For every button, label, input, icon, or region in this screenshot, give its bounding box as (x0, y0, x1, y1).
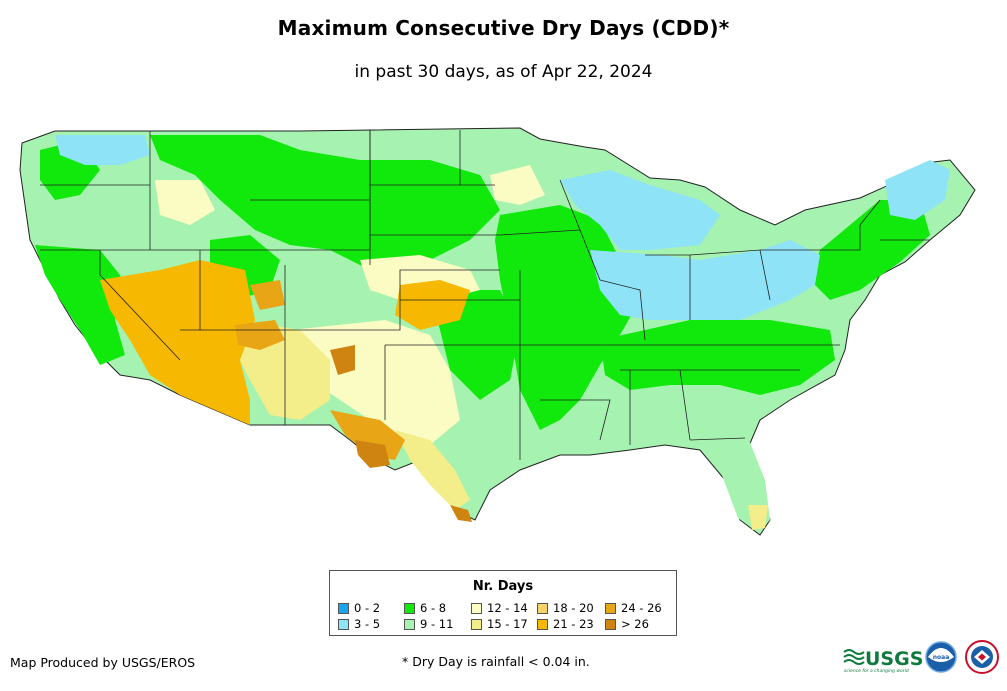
usgs-logo-text: USGS (865, 648, 923, 670)
legend-item-0-2: 0 - 2 (338, 601, 380, 615)
legend-swatch (537, 603, 548, 614)
legend-label: 21 - 23 (553, 617, 594, 631)
legend-title: Nr. Days (472, 579, 534, 594)
legend-label: 18 - 20 (553, 601, 594, 615)
noaa-logo: noaa (925, 641, 957, 673)
legend-swatch (404, 603, 415, 614)
legend-label: 0 - 2 (354, 601, 381, 615)
legend-item-9-11: 9 - 11 (404, 617, 453, 631)
legend-swatch (338, 619, 349, 630)
legend-label: 12 - 14 (487, 601, 528, 615)
legend-swatch (404, 619, 415, 630)
legend-item-15-17: 15 - 17 (471, 617, 528, 631)
legend-swatch (471, 619, 482, 630)
legend-label: 3 - 5 (354, 617, 381, 631)
legend-item-gt-26: > 26 (605, 617, 649, 631)
state-boundaries (40, 130, 930, 460)
footnote: * Dry Day is rainfall < 0.04 in. (402, 654, 590, 669)
legend-item-6-8: 6 - 8 (404, 601, 446, 615)
nws-logo (965, 640, 999, 674)
legend-label: 9 - 11 (420, 617, 454, 631)
legend-label: 15 - 17 (487, 617, 528, 631)
legend-item-18-20: 18 - 20 (537, 601, 594, 615)
legend-label: > 26 (621, 617, 649, 631)
legend-item-21-23: 21 - 23 (537, 617, 594, 631)
legend: Nr. Days 0 - 2 3 - 5 6 - 8 9 - 11 12 - 1… (329, 570, 677, 636)
legend-swatch (605, 619, 616, 630)
legend-swatch (338, 603, 349, 614)
us-cdd-map (19, 127, 976, 536)
legend-item-24-26: 24 - 26 (605, 601, 662, 615)
credit-text: Map Produced by USGS/EROS (10, 655, 196, 670)
usgs-logo: USGS science for a changing world (843, 648, 923, 674)
legend-label: 6 - 8 (420, 601, 447, 615)
legend-label: 24 - 26 (621, 601, 662, 615)
noaa-logo-text: noaa (933, 654, 950, 661)
legend-swatch (471, 603, 482, 614)
legend-item-12-14: 12 - 14 (471, 601, 528, 615)
map-title: Maximum Consecutive Dry Days (CDD)* (277, 16, 730, 40)
legend-swatch (537, 619, 548, 630)
legend-swatch (605, 603, 616, 614)
legend-item-3-5: 3 - 5 (338, 617, 380, 631)
usgs-tagline: science for a changing world (844, 668, 909, 674)
agency-logos: USGS science for a changing world noaa (843, 640, 999, 674)
map-subtitle: in past 30 days, as of Apr 22, 2024 (354, 62, 653, 82)
cdd-zones (35, 135, 950, 532)
